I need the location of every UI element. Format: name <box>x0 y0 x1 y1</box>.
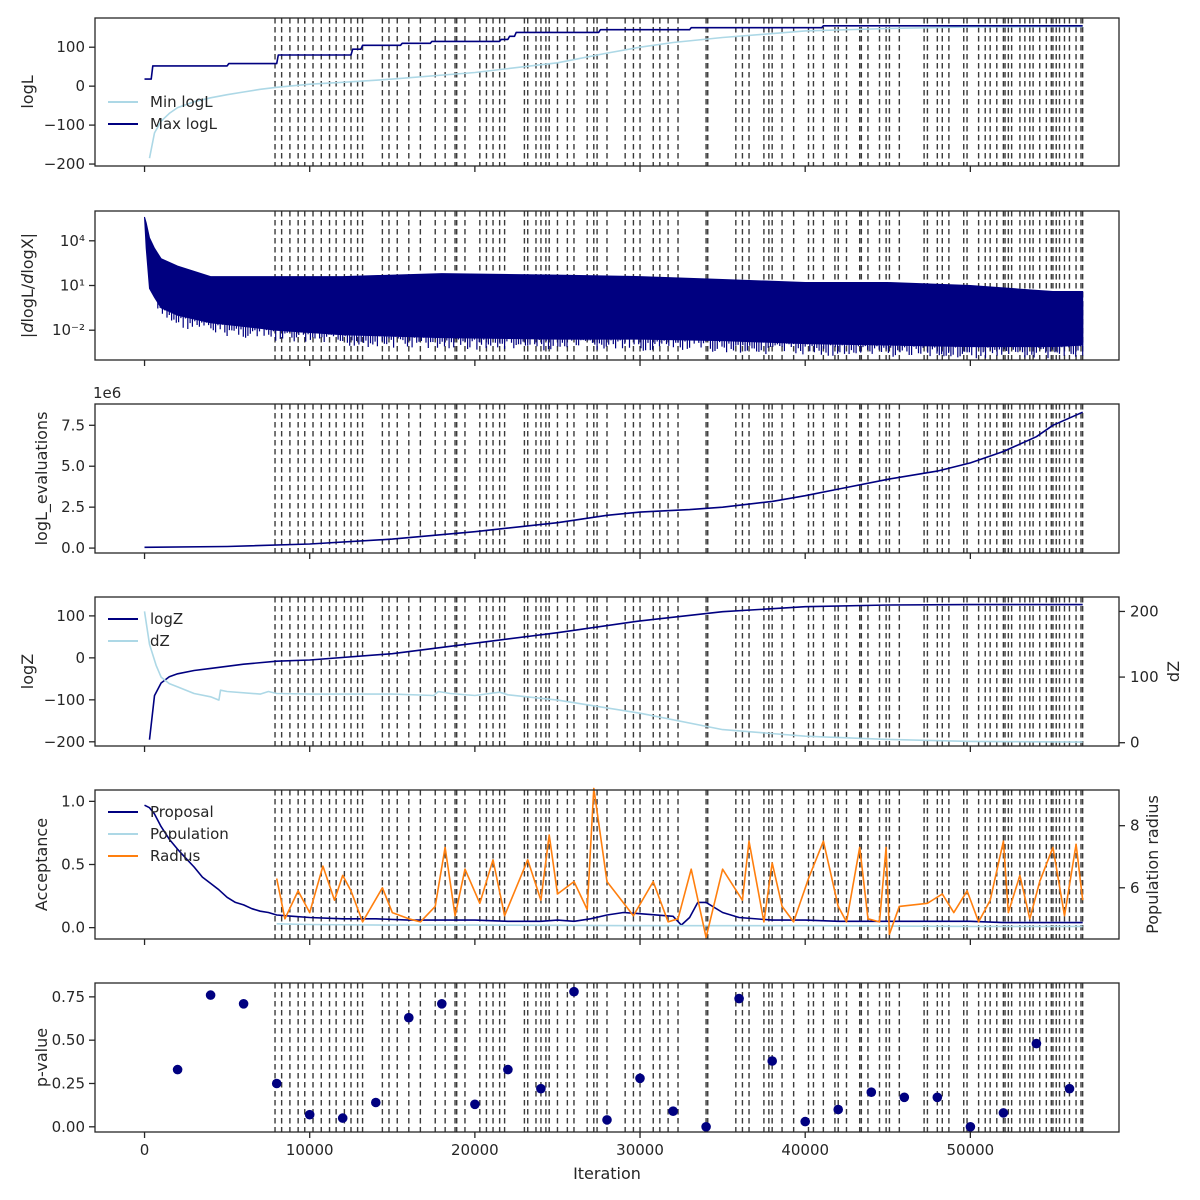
series-acceptance-radius <box>275 787 1084 939</box>
pvalue-point-24 <box>965 1122 976 1132</box>
y2-tick-label-acceptance-0: 6 <box>1130 879 1140 897</box>
y-tick-label-pvalue-2: 0.50 <box>52 1031 85 1049</box>
pvalue-point-26 <box>1031 1038 1042 1049</box>
pvalue-point-4 <box>304 1109 315 1120</box>
legend-label-acceptance-1: Population <box>150 825 229 843</box>
pvalue-point-16 <box>701 1122 711 1132</box>
pvalue-point-10 <box>503 1064 513 1075</box>
y-tick-label-dlogl-1: 10¹ <box>60 277 85 295</box>
y-tick-label-logz-0: −200 <box>44 733 85 751</box>
y-tick-label-logz-2: 0 <box>75 649 85 667</box>
pvalue-point-14 <box>635 1073 645 1084</box>
vline-layer <box>274 18 1084 1132</box>
y-tick-label-pvalue-1: 0.25 <box>52 1074 85 1092</box>
legend-label-logz-0: logZ <box>150 610 183 628</box>
y-offset-label-evals: 1e6 <box>93 384 121 402</box>
axes-frame-pvalue <box>94 982 1120 1133</box>
axes-frame-logl <box>94 17 1120 167</box>
y-tick-label-pvalue-3: 0.75 <box>52 988 85 1006</box>
pvalue-point-18 <box>767 1056 777 1066</box>
legend-label-acceptance-2: Radius <box>150 847 200 865</box>
pvalue-point-27 <box>1064 1083 1075 1094</box>
pvalue-point-2 <box>238 999 249 1009</box>
y-axis-label-pvalue: p-value <box>32 1028 51 1087</box>
y-axis-label-evals: logL_evaluations <box>32 412 52 546</box>
series-evals-logl-evaluations <box>144 411 1084 549</box>
pvalue-point-15 <box>668 1106 678 1116</box>
series-layer <box>143 24 1084 1132</box>
x-tick-label-4: 40000 <box>781 1141 829 1159</box>
pvalue-point-13 <box>602 1115 612 1125</box>
axes-frame-logz <box>94 596 1120 747</box>
y-axis-label-dlogl: |dlogL/dlogX| <box>18 233 37 338</box>
pvalue-point-1 <box>205 990 216 1000</box>
pvalue-point-12 <box>569 986 579 997</box>
pvalue-point-11 <box>536 1083 546 1094</box>
pvalue-point-3 <box>271 1078 282 1089</box>
legend-label-logl-1: Max logL <box>150 115 218 133</box>
pvalue-point-21 <box>866 1087 877 1097</box>
x-tick-label-2: 20000 <box>451 1141 499 1159</box>
y-axis-label-acceptance: Acceptance <box>32 818 51 911</box>
series-logl-min-logl <box>148 25 1083 159</box>
pvalue-point-0 <box>172 1064 183 1075</box>
pvalue-point-7 <box>404 1012 414 1023</box>
x-axis-label: Iteration <box>573 1164 641 1183</box>
pvalue-point-5 <box>337 1113 348 1123</box>
pvalue-point-9 <box>470 1099 480 1110</box>
y-axis-label-logl: logL <box>18 75 37 108</box>
x-tick-label-1: 10000 <box>286 1141 334 1159</box>
pvalue-point-22 <box>899 1092 910 1103</box>
y2-tick-label-logz-1: 100 <box>1130 668 1159 686</box>
y-tick-label-logl-1: −100 <box>44 116 85 134</box>
legend-label-logz-1: dZ <box>150 632 170 650</box>
y-tick-label-logl-2: 0 <box>75 77 85 95</box>
pvalue-point-8 <box>437 999 447 1009</box>
legend-label-logl-0: Min logL <box>150 93 213 111</box>
y-tick-label-logl-3: 100 <box>56 38 85 56</box>
legend-layer: Min logL Max logL logZ dZ Proposal Population… <box>108 93 229 865</box>
x-tick-label-5: 50000 <box>946 1141 994 1159</box>
series-dlogl-spikes <box>157 260 1084 359</box>
y-tick-label-acceptance-1: 0.5 <box>61 856 85 874</box>
pvalue-point-25 <box>998 1108 1009 1118</box>
y-axis-label-logz: logZ <box>18 654 37 689</box>
y2-tick-label-logz-0: 0 <box>1130 734 1140 752</box>
pvalue-point-23 <box>932 1092 943 1103</box>
y-tick-label-logz-3: 100 <box>56 607 85 625</box>
y2-axis-label-logz: dZ <box>1164 661 1183 682</box>
y-tick-label-acceptance-0: 0.0 <box>61 919 85 937</box>
y2-axis-label-acceptance: Population radius <box>1143 795 1162 934</box>
series-logz-dz <box>143 611 1083 743</box>
y-tick-label-evals-1: 2.5 <box>61 498 85 516</box>
x-tick-label-0: 0 <box>140 1141 150 1159</box>
pvalue-point-20 <box>833 1104 843 1115</box>
y-tick-label-logl-0: −200 <box>44 155 85 173</box>
pvalue-point-17 <box>734 993 744 1004</box>
axes-frame-evals <box>94 403 1120 554</box>
x-tick-label-3: 30000 <box>616 1141 664 1159</box>
pvalue-point-6 <box>371 1097 381 1108</box>
y-tick-label-logz-1: −100 <box>44 691 85 709</box>
series-logz-logz <box>148 603 1083 740</box>
series-acceptance-population <box>276 923 1083 928</box>
series-logl-max-logl <box>144 24 1083 80</box>
y-tick-label-dlogl-0: 10⁻² <box>52 321 85 339</box>
y-tick-label-evals-3: 7.5 <box>61 416 85 434</box>
series-acceptance-proposal <box>144 804 1083 926</box>
y-tick-label-evals-0: 0.0 <box>61 539 85 557</box>
axes-layer: −200 −100 0 100 logL 10⁻² 10¹ 10⁴ |dlogL/dlogX| 0… <box>18 17 1183 1159</box>
y2-tick-label-acceptance-1: 8 <box>1130 817 1140 835</box>
pvalue-point-19 <box>800 1116 810 1127</box>
legend-label-acceptance-0: Proposal <box>150 803 214 821</box>
y-tick-label-acceptance-2: 1.0 <box>61 792 85 810</box>
y-tick-label-pvalue-0: 0.00 <box>52 1118 85 1136</box>
y-tick-label-evals-2: 5.0 <box>61 457 85 475</box>
y2-tick-label-logz-2: 200 <box>1130 602 1159 620</box>
y-tick-label-dlogl-2: 10⁴ <box>60 232 85 250</box>
